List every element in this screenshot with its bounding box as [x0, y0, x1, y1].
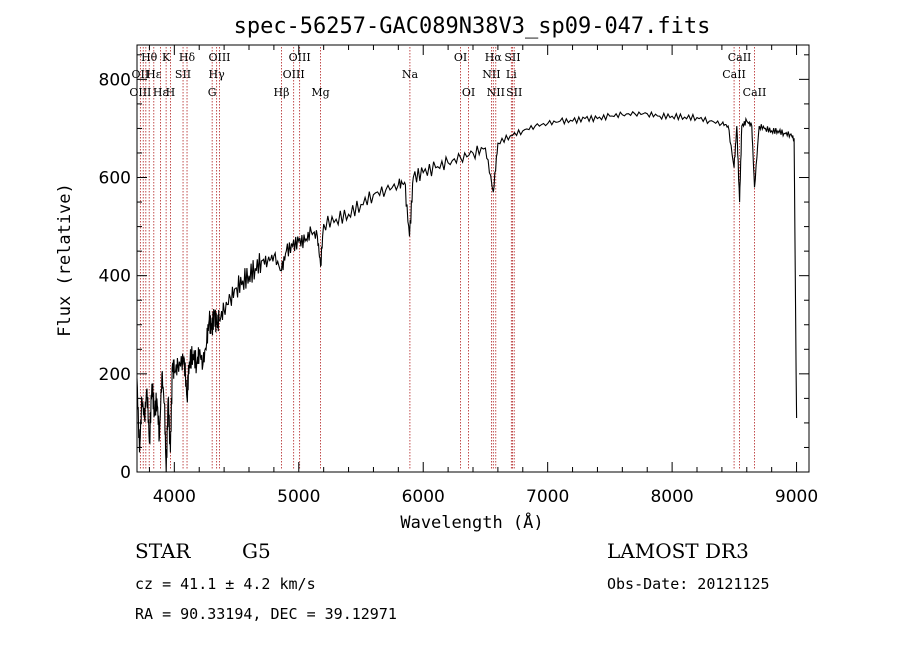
survey-name: LAMOST DR3 [607, 539, 749, 563]
line-label: Hα [485, 51, 503, 64]
line-label: OI [454, 51, 467, 64]
line-label: Hε [153, 86, 169, 99]
line-label: CaII [743, 86, 767, 99]
spectral-line-markers [139, 47, 755, 470]
line-label: Li [506, 68, 517, 81]
x-tick-label: 4000 [153, 487, 196, 507]
flux-spectrum-line [136, 110, 798, 473]
x-tick-label: 6000 [402, 487, 445, 507]
line-label: CaII [722, 68, 746, 81]
y-tick-label: 600 [99, 169, 131, 189]
x-tick-label: 7000 [526, 487, 569, 507]
line-label: OIII [283, 68, 305, 81]
y-tick-label: 200 [99, 365, 131, 385]
line-label: H [166, 86, 176, 99]
y-tick-label: 0 [120, 463, 131, 483]
line-label: Hε [146, 68, 162, 81]
coordinates: RA = 90.33194, DEC = 39.12971 [135, 605, 397, 623]
line-label: Mg [311, 86, 329, 99]
y-tick-label: 800 [99, 70, 131, 90]
line-label: CaII [728, 51, 752, 64]
line-label: Hβ [274, 86, 290, 99]
line-label: NII [482, 68, 500, 81]
plot-frame [136, 44, 810, 473]
line-label: OIII [208, 51, 230, 64]
line-label: SII [504, 51, 520, 64]
x-axis-label: Wavelength (Å) [400, 511, 543, 533]
line-label: Hδ [179, 51, 196, 64]
line-label: Hγ [209, 68, 226, 81]
line-label: OIII [289, 51, 311, 64]
line-label: Na [402, 68, 419, 81]
x-tick-label: 9000 [775, 487, 818, 507]
object-class: STAR [135, 539, 191, 563]
line-label: OIII [129, 86, 151, 99]
line-label: G [208, 86, 217, 99]
x-tick-label: 5000 [277, 487, 320, 507]
chart-title: spec-56257-GAC089N38V3_sp09-047.fits [234, 14, 711, 39]
y-axis-label: Flux (relative) [55, 183, 75, 337]
x-tick-label: 8000 [650, 487, 693, 507]
x-axis-ticks: 4000 5000 6000 7000 8000 9000 [148, 45, 818, 507]
y-tick-label: 400 [99, 267, 131, 287]
line-label: NII [487, 86, 505, 99]
y-axis-ticks: 0 200 400 600 800 [99, 54, 809, 483]
observation-date: Obs-Date: 20121125 [607, 575, 770, 593]
object-subclass: G5 [242, 539, 271, 563]
line-label: OI [462, 86, 475, 99]
line-label: SII [506, 86, 522, 99]
line-label: OII [132, 68, 150, 81]
redshift-cz: cz = 41.1 ± 4.2 km/s [135, 575, 316, 593]
line-label: Hθ [141, 51, 158, 64]
line-label: K [162, 51, 171, 64]
line-label: SII [175, 68, 191, 81]
